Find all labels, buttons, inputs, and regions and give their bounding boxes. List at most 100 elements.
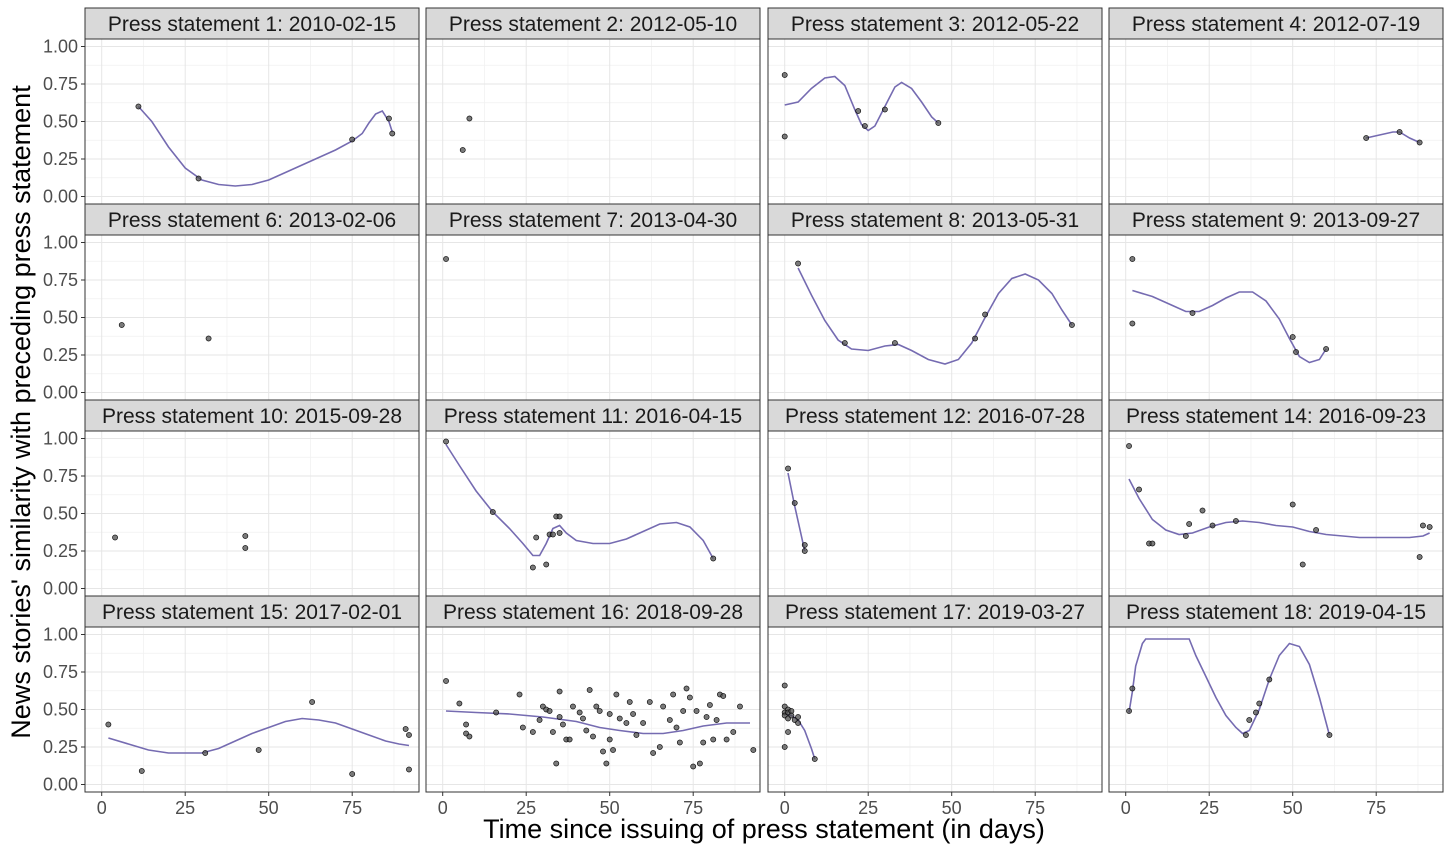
y-tick-label: 1.00 <box>43 625 78 645</box>
data-point <box>935 120 942 126</box>
facet-panel: Press statement 3: 2012-05-22 <box>767 7 1103 205</box>
data-point <box>1136 486 1142 493</box>
data-point <box>546 708 553 714</box>
data-point <box>118 322 125 328</box>
data-point <box>1266 676 1273 683</box>
data-point <box>1416 554 1423 560</box>
facet-strip <box>767 595 1103 628</box>
data-point <box>1149 540 1156 547</box>
data-point <box>781 682 788 689</box>
facet-strip-label: Press statement 11: 2016-04-15 <box>444 405 742 428</box>
data-point <box>1420 522 1426 529</box>
data-point <box>516 691 523 698</box>
facet-panel: Press statement 17: 2019-03-27 0 25 50 75 <box>767 595 1103 818</box>
y-tick-label: 0.50 <box>43 308 78 328</box>
data-point <box>606 736 613 743</box>
data-point <box>781 72 788 78</box>
data-point <box>550 531 556 538</box>
data-point <box>855 108 862 114</box>
smooth-line <box>108 717 410 754</box>
data-point <box>730 729 737 735</box>
x-tick-label: 0 <box>438 798 448 818</box>
x-tick-label: 75 <box>683 798 703 818</box>
data-point <box>566 736 573 743</box>
data-point <box>112 534 118 541</box>
x-tick-label: 25 <box>516 798 536 818</box>
data-point <box>466 115 473 122</box>
data-point <box>580 715 586 722</box>
data-point <box>135 103 142 110</box>
data-point <box>402 726 409 732</box>
data-point <box>1126 443 1132 449</box>
facet-strip <box>84 203 420 236</box>
data-point <box>646 699 653 705</box>
data-point <box>560 721 566 728</box>
data-point <box>1293 349 1299 355</box>
data-point <box>696 760 703 767</box>
data-point <box>1243 732 1249 738</box>
data-point <box>603 760 610 767</box>
data-point <box>389 130 396 137</box>
data-point <box>788 712 795 719</box>
y-tick-label: 0.75 <box>43 74 78 94</box>
y-tick-label: 0.25 <box>43 149 78 169</box>
data-point <box>656 744 663 750</box>
x-tick-label: 0 <box>780 798 790 818</box>
data-point <box>781 744 788 750</box>
data-point <box>1289 501 1296 508</box>
x-tick-label: 50 <box>1283 798 1303 818</box>
facet-strip <box>425 595 761 628</box>
data-point <box>550 729 556 735</box>
data-point <box>586 687 593 693</box>
x-tick-label: 0 <box>97 798 107 818</box>
data-point <box>982 311 988 318</box>
data-point <box>1416 139 1423 146</box>
data-point <box>616 715 623 722</box>
data-point <box>892 340 898 346</box>
facet-strip-label: Press statement 10: 2015-09-28 <box>102 405 402 428</box>
facet-strip-label: Press statement 14: 2016-09-23 <box>1126 405 1426 428</box>
smooth-line <box>784 75 939 132</box>
facet-panel: Press statement 18: 2019-04-15 0 25 50 75 <box>1108 595 1444 818</box>
data-point <box>666 717 673 723</box>
facet-strip <box>767 399 1103 432</box>
data-point <box>1126 708 1132 714</box>
data-point <box>443 256 449 262</box>
data-point <box>1426 524 1433 530</box>
data-point <box>493 709 500 716</box>
smooth-line <box>445 710 750 735</box>
y-tick-label: 0.00 <box>43 383 78 403</box>
data-point <box>309 699 316 705</box>
x-tick-label: 25 <box>858 798 878 818</box>
y-tick-label: 0.50 <box>43 504 78 524</box>
data-point <box>1363 135 1370 141</box>
smooth-line <box>1366 131 1420 144</box>
y-tick-label: 1.00 <box>43 37 78 57</box>
data-point <box>1182 533 1189 539</box>
facet-strip-label: Press statement 3: 2012-05-22 <box>791 13 1079 36</box>
facet-panel: Press statement 9: 2013-09-27 <box>1108 203 1444 401</box>
data-point <box>785 465 791 472</box>
y-tick-label: 0.75 <box>43 662 78 682</box>
data-point <box>723 736 730 743</box>
data-point <box>650 750 657 756</box>
data-point <box>543 561 550 568</box>
data-point <box>720 693 727 699</box>
smooth-line <box>445 444 714 559</box>
data-point <box>795 260 801 267</box>
data-point <box>1209 522 1216 529</box>
data-point <box>791 500 798 506</box>
data-point <box>707 702 713 708</box>
data-point <box>556 688 563 695</box>
data-point <box>529 729 536 735</box>
data-point <box>1299 561 1306 568</box>
y-tick-label: 0.00 <box>43 187 78 207</box>
x-tick-label: 75 <box>1366 798 1386 818</box>
data-point <box>536 717 543 723</box>
data-point <box>690 763 697 770</box>
y-tick-label: 0.25 <box>43 345 78 365</box>
data-point <box>1129 256 1136 262</box>
data-point <box>556 714 563 720</box>
smooth-line <box>1128 478 1430 539</box>
